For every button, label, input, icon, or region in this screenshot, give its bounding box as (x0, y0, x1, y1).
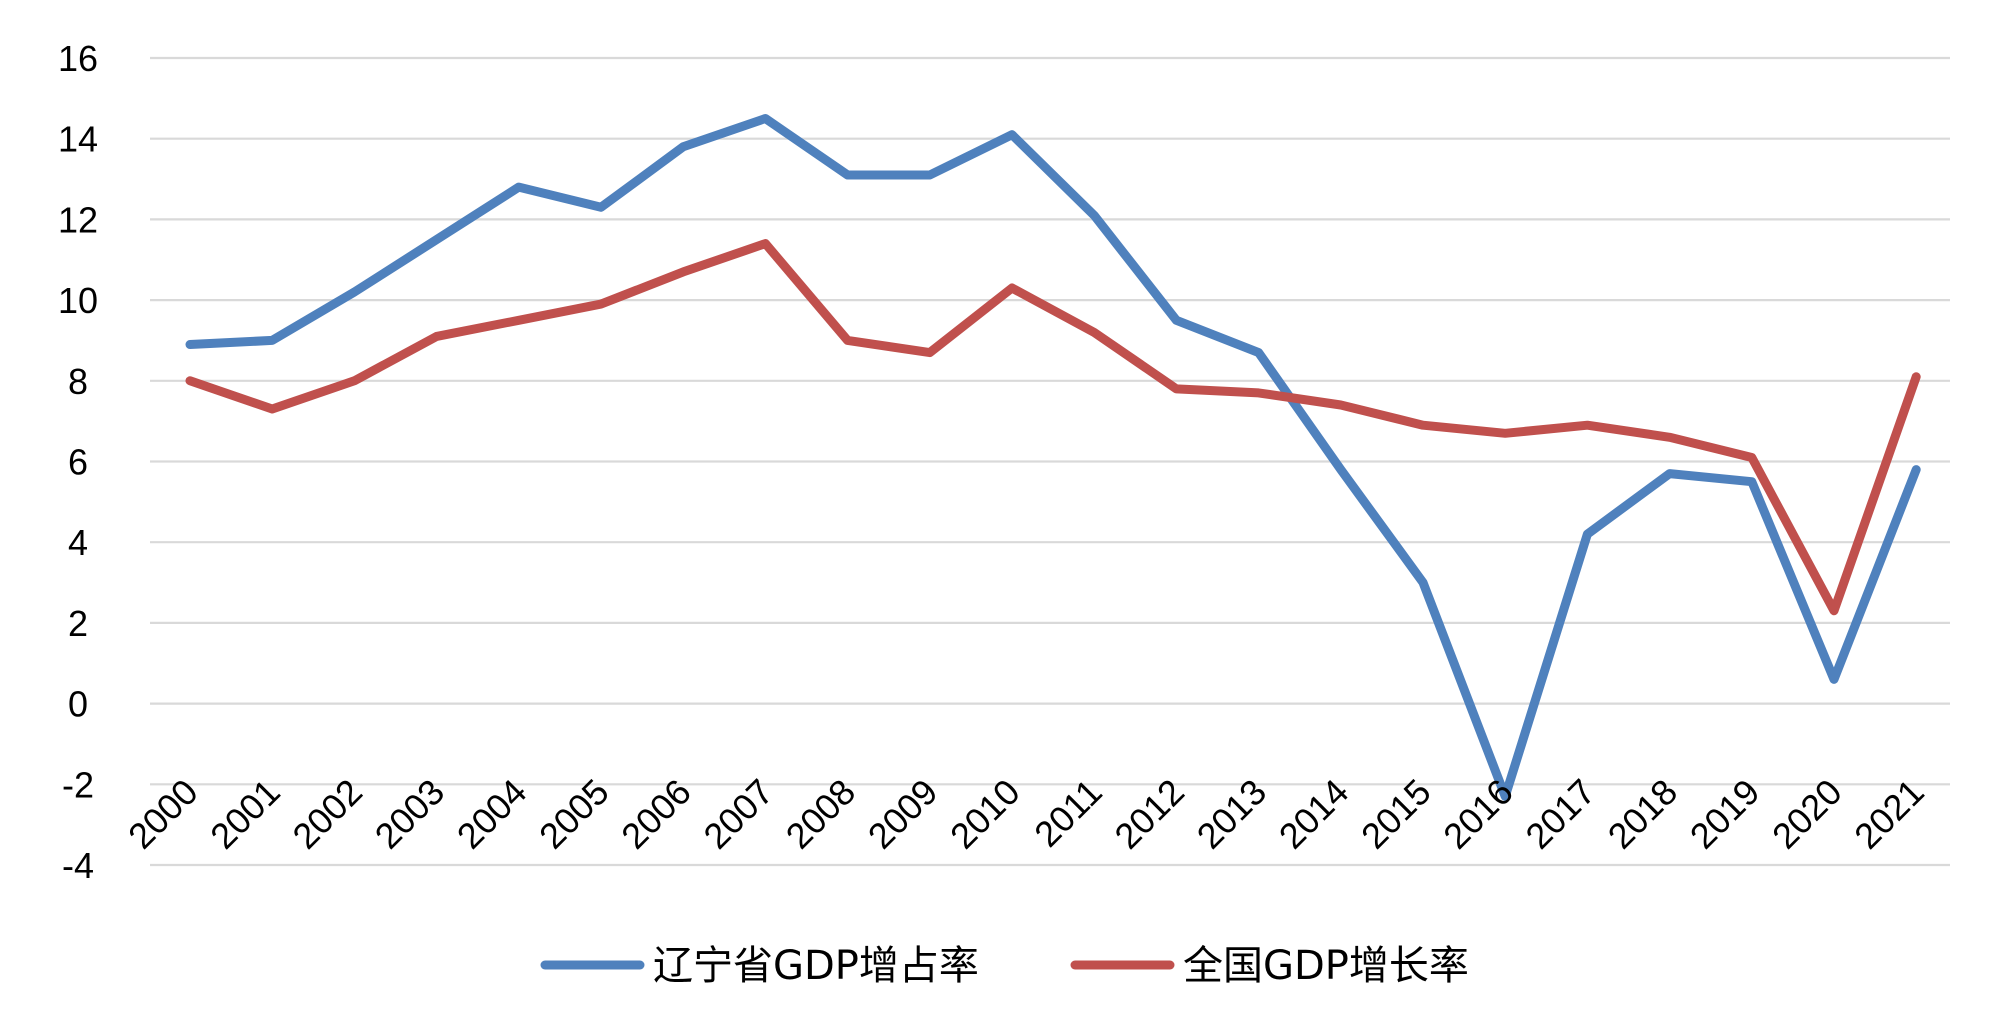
series-lines (185, 114, 1921, 801)
legend-label-1: 辽宁省GDP增占率 (653, 943, 979, 989)
y-tick-label: -2 (62, 764, 94, 805)
y-tick-label: 0 (68, 684, 88, 725)
y-tick-label: 12 (58, 199, 98, 240)
legend: 辽宁省GDP增占率 全国GDP增长率 (540, 943, 1469, 989)
y-tick-label: 10 (58, 280, 98, 321)
legend-label-2: 全国GDP增长率 (1183, 943, 1469, 989)
gridlines (150, 56, 1950, 867)
y-tick-label: 2 (68, 603, 88, 644)
series-line-2 (185, 239, 1921, 616)
y-tick-label: 4 (68, 522, 88, 563)
y-axis-ticks: -4 -2 0 2 4 6 8 10 12 14 16 (58, 38, 98, 886)
y-tick-label: 14 (58, 119, 98, 160)
y-tick-label: 6 (68, 442, 88, 483)
y-tick-label: 8 (68, 361, 88, 402)
y-tick-label: -4 (62, 845, 94, 886)
series-line-1 (185, 114, 1921, 801)
y-tick-label: 16 (58, 38, 98, 79)
